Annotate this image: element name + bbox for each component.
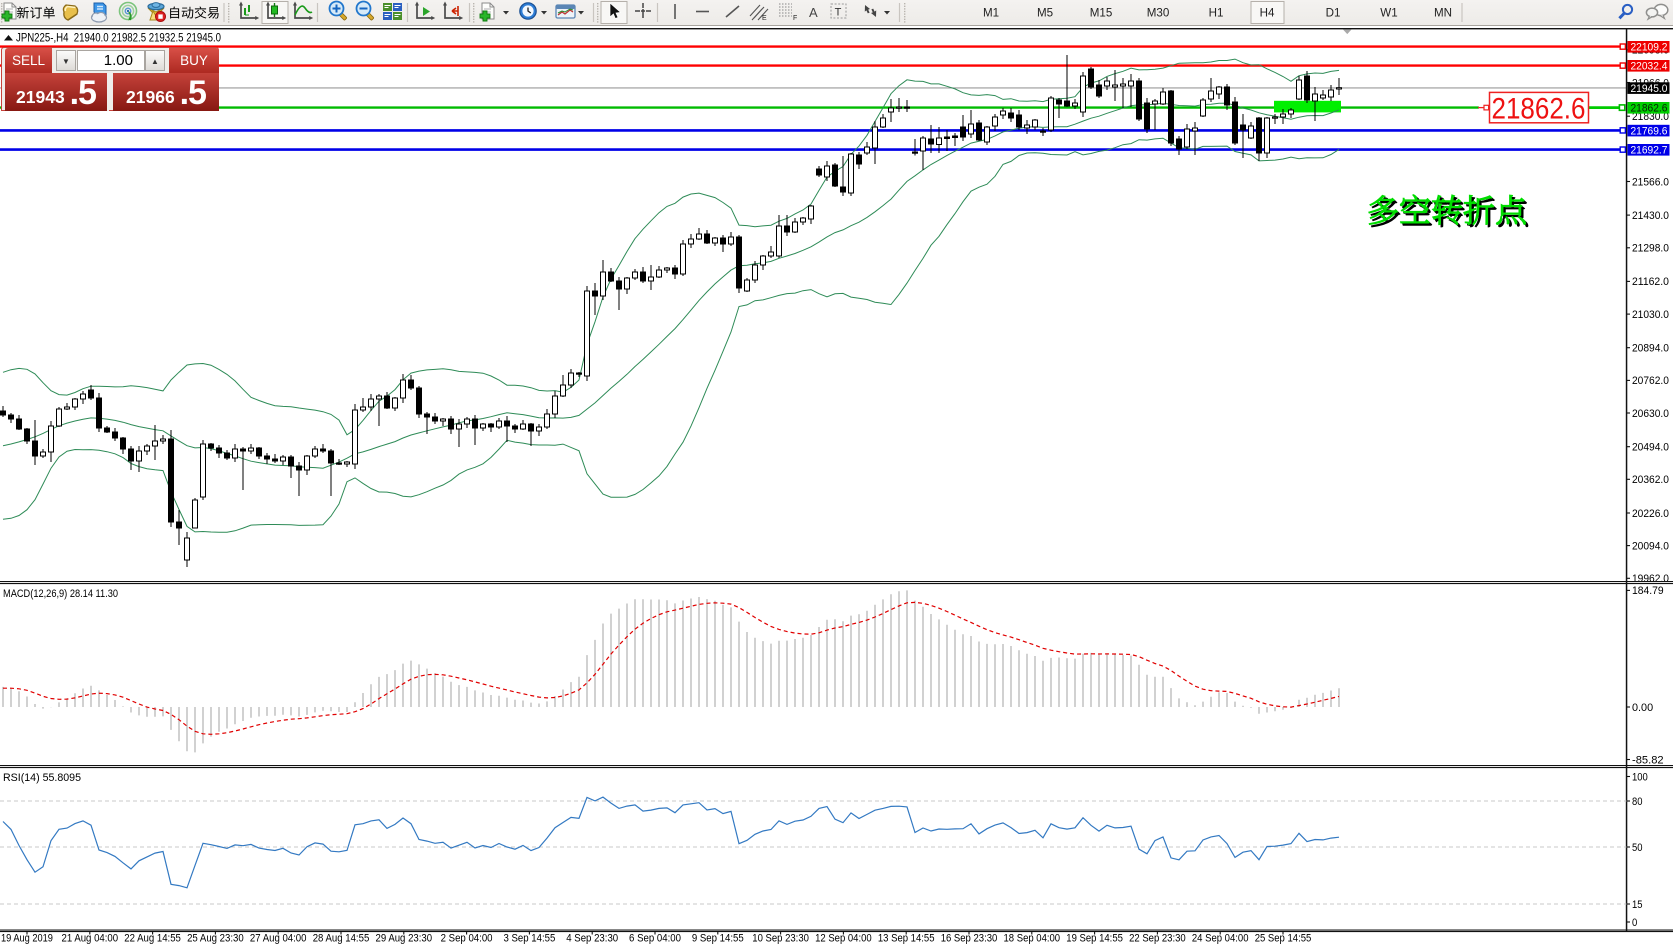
svg-text:19 Aug 2019: 19 Aug 2019 (1, 933, 53, 945)
svg-text:22 Sep 23:30: 22 Sep 23:30 (1129, 933, 1186, 945)
svg-text:21830.0: 21830.0 (1632, 111, 1669, 123)
svg-text:3 Sep 14:55: 3 Sep 14:55 (503, 933, 555, 945)
svg-text:H4: H4 (1260, 7, 1275, 20)
svg-text:22 Aug 14:55: 22 Aug 14:55 (124, 933, 181, 945)
svg-text:28 Aug 14:55: 28 Aug 14:55 (313, 933, 370, 945)
svg-text:29 Aug 23:30: 29 Aug 23:30 (376, 933, 433, 945)
svg-text:15: 15 (1632, 899, 1643, 911)
svg-text:21862.6: 21862.6 (1631, 103, 1668, 115)
svg-text:6 Sep 04:00: 6 Sep 04:00 (629, 933, 681, 945)
svg-text:20630.0: 20630.0 (1632, 408, 1669, 420)
svg-text:18 Sep 04:00: 18 Sep 04:00 (1004, 933, 1061, 945)
svg-text:M30: M30 (1147, 7, 1170, 20)
svg-text:JPN225-,H4 21940.0 21982.5 21: JPN225-,H4 21940.0 21982.5 21932.5 21945… (16, 30, 221, 44)
svg-text:T: T (835, 7, 842, 19)
svg-text:20494.0: 20494.0 (1632, 442, 1669, 454)
svg-text:M15: M15 (1090, 7, 1113, 20)
svg-text:20894.0: 20894.0 (1632, 343, 1669, 355)
svg-text:21430.0: 21430.0 (1632, 210, 1669, 222)
svg-text:10 Sep 23:30: 10 Sep 23:30 (752, 933, 809, 945)
svg-text:M1: M1 (983, 7, 999, 20)
svg-text:24 Sep 04:00: 24 Sep 04:00 (1192, 933, 1249, 945)
svg-text:F: F (793, 15, 797, 22)
svg-text:16 Sep 23:30: 16 Sep 23:30 (941, 933, 998, 945)
svg-text:12 Sep 04:00: 12 Sep 04:00 (815, 933, 872, 945)
svg-text:22109.2: 22109.2 (1631, 42, 1668, 54)
svg-text:21566.0: 21566.0 (1632, 176, 1669, 188)
svg-text:19 Sep 14:55: 19 Sep 14:55 (1066, 933, 1123, 945)
svg-text:13 Sep 14:55: 13 Sep 14:55 (878, 933, 935, 945)
svg-text:25 Aug 23:30: 25 Aug 23:30 (187, 933, 244, 945)
svg-text:RSI(14) 55.8095: RSI(14) 55.8095 (3, 772, 81, 784)
svg-text:25 Sep 14:55: 25 Sep 14:55 (1255, 933, 1312, 945)
svg-text:M5: M5 (1037, 7, 1053, 20)
svg-text:4 Sep 23:30: 4 Sep 23:30 (566, 933, 618, 945)
svg-text:100: 100 (1632, 771, 1648, 783)
svg-text:21030.0: 21030.0 (1632, 309, 1669, 321)
svg-text:MACD(12,26,9) 28.14 11.30: MACD(12,26,9) 28.14 11.30 (3, 588, 118, 600)
svg-text:27 Aug 04:00: 27 Aug 04:00 (250, 933, 307, 945)
svg-text:20762.0: 20762.0 (1632, 375, 1669, 387)
svg-text:0.00: 0.00 (1632, 702, 1653, 714)
svg-text:W1: W1 (1380, 7, 1397, 20)
svg-text:20362.0: 20362.0 (1632, 474, 1669, 486)
svg-text:20226.0: 20226.0 (1632, 508, 1669, 520)
svg-text:21769.6: 21769.6 (1631, 125, 1668, 137)
svg-text:E: E (762, 15, 767, 22)
svg-text:80: 80 (1632, 796, 1643, 808)
svg-text:50: 50 (1632, 842, 1643, 854)
svg-text:2 Sep 04:00: 2 Sep 04:00 (441, 933, 493, 945)
svg-text:21945.0: 21945.0 (1631, 83, 1668, 95)
svg-text:A: A (809, 5, 818, 20)
svg-text:21692.7: 21692.7 (1631, 145, 1668, 157)
svg-text:H1: H1 (1209, 7, 1224, 20)
svg-text:21298.0: 21298.0 (1632, 243, 1669, 255)
svg-text:0: 0 (1632, 917, 1637, 929)
svg-text:-85.82: -85.82 (1632, 754, 1664, 766)
svg-text:21 Aug 04:00: 21 Aug 04:00 (62, 933, 119, 945)
svg-text:21162.0: 21162.0 (1632, 276, 1669, 288)
svg-text:21862.6: 21862.6 (1492, 92, 1586, 125)
svg-text:D1: D1 (1326, 7, 1341, 20)
svg-text:9 Sep 14:55: 9 Sep 14:55 (692, 933, 744, 945)
svg-text:MN: MN (1434, 7, 1452, 20)
svg-text:20094.0: 20094.0 (1632, 540, 1669, 552)
svg-text:184.79: 184.79 (1632, 585, 1664, 597)
svg-text:22032.4: 22032.4 (1631, 61, 1668, 73)
